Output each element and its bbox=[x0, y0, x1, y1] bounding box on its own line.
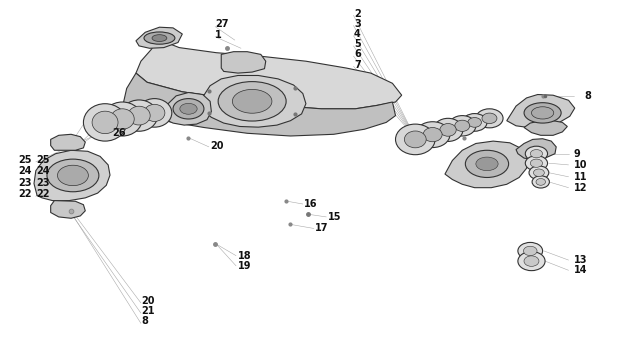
Ellipse shape bbox=[57, 165, 88, 186]
Ellipse shape bbox=[144, 32, 175, 44]
Ellipse shape bbox=[137, 99, 172, 127]
Ellipse shape bbox=[180, 103, 197, 114]
Ellipse shape bbox=[152, 35, 167, 41]
Text: 10: 10 bbox=[574, 160, 587, 170]
Ellipse shape bbox=[482, 113, 497, 123]
Text: 14: 14 bbox=[574, 265, 587, 275]
Text: 21: 21 bbox=[141, 306, 154, 316]
Ellipse shape bbox=[524, 103, 561, 123]
Text: 25: 25 bbox=[36, 155, 49, 165]
Ellipse shape bbox=[423, 128, 442, 142]
Ellipse shape bbox=[415, 122, 450, 148]
Ellipse shape bbox=[121, 100, 158, 131]
Ellipse shape bbox=[529, 166, 549, 180]
Ellipse shape bbox=[47, 159, 99, 192]
Text: 20: 20 bbox=[210, 140, 224, 151]
Polygon shape bbox=[136, 27, 182, 48]
Ellipse shape bbox=[530, 150, 543, 158]
Ellipse shape bbox=[111, 109, 134, 129]
Ellipse shape bbox=[218, 82, 286, 121]
Ellipse shape bbox=[476, 157, 498, 171]
Ellipse shape bbox=[533, 169, 544, 176]
Text: 11: 11 bbox=[574, 172, 587, 182]
Ellipse shape bbox=[396, 124, 435, 155]
Text: 8: 8 bbox=[141, 316, 148, 326]
Ellipse shape bbox=[440, 123, 456, 136]
Ellipse shape bbox=[536, 178, 546, 185]
Polygon shape bbox=[166, 92, 211, 125]
Ellipse shape bbox=[518, 252, 545, 271]
Polygon shape bbox=[34, 150, 110, 201]
Polygon shape bbox=[221, 52, 266, 73]
Ellipse shape bbox=[455, 120, 470, 132]
Text: 23: 23 bbox=[36, 178, 49, 188]
Polygon shape bbox=[516, 139, 556, 160]
Text: 13: 13 bbox=[574, 255, 587, 265]
Text: 6: 6 bbox=[354, 49, 361, 60]
Polygon shape bbox=[507, 95, 575, 128]
Ellipse shape bbox=[525, 146, 548, 161]
Text: 18: 18 bbox=[238, 251, 252, 261]
Ellipse shape bbox=[476, 109, 503, 128]
Text: 20: 20 bbox=[141, 296, 154, 306]
Text: 25: 25 bbox=[19, 155, 32, 165]
Polygon shape bbox=[51, 134, 85, 150]
Ellipse shape bbox=[92, 111, 118, 134]
Text: 8: 8 bbox=[584, 91, 591, 101]
Text: 9: 9 bbox=[574, 149, 580, 159]
Text: 22: 22 bbox=[19, 189, 32, 200]
Ellipse shape bbox=[404, 131, 426, 148]
Ellipse shape bbox=[523, 246, 537, 256]
Ellipse shape bbox=[518, 242, 543, 259]
Ellipse shape bbox=[462, 114, 487, 131]
Text: 3: 3 bbox=[354, 19, 361, 29]
Polygon shape bbox=[136, 39, 402, 109]
Text: 16: 16 bbox=[304, 199, 318, 209]
Polygon shape bbox=[201, 75, 306, 127]
Ellipse shape bbox=[103, 102, 142, 136]
Ellipse shape bbox=[449, 116, 476, 136]
Ellipse shape bbox=[530, 159, 543, 167]
Ellipse shape bbox=[524, 256, 539, 266]
Text: 27: 27 bbox=[215, 19, 229, 30]
Polygon shape bbox=[524, 121, 567, 135]
Text: 5: 5 bbox=[354, 39, 361, 49]
Ellipse shape bbox=[465, 150, 509, 177]
Text: 1: 1 bbox=[215, 30, 222, 40]
Ellipse shape bbox=[232, 89, 272, 113]
Ellipse shape bbox=[144, 104, 165, 121]
Text: 24: 24 bbox=[36, 166, 49, 176]
Text: 24: 24 bbox=[19, 166, 32, 176]
Ellipse shape bbox=[532, 176, 549, 188]
Text: 4: 4 bbox=[354, 29, 361, 39]
Text: 22: 22 bbox=[36, 189, 49, 200]
Text: 26: 26 bbox=[112, 128, 126, 138]
Ellipse shape bbox=[173, 99, 204, 119]
Text: 19: 19 bbox=[238, 261, 252, 271]
Text: 2: 2 bbox=[354, 8, 361, 19]
Ellipse shape bbox=[468, 118, 481, 127]
Text: 23: 23 bbox=[19, 178, 32, 188]
Ellipse shape bbox=[433, 118, 463, 141]
Polygon shape bbox=[51, 201, 85, 218]
Ellipse shape bbox=[128, 106, 150, 125]
Text: 15: 15 bbox=[328, 212, 341, 222]
Polygon shape bbox=[445, 141, 528, 188]
Text: 17: 17 bbox=[315, 223, 329, 234]
Polygon shape bbox=[124, 73, 396, 136]
Text: 7: 7 bbox=[354, 59, 361, 70]
Ellipse shape bbox=[83, 104, 127, 141]
Text: 12: 12 bbox=[574, 183, 587, 193]
Ellipse shape bbox=[525, 156, 548, 171]
Ellipse shape bbox=[531, 107, 554, 119]
